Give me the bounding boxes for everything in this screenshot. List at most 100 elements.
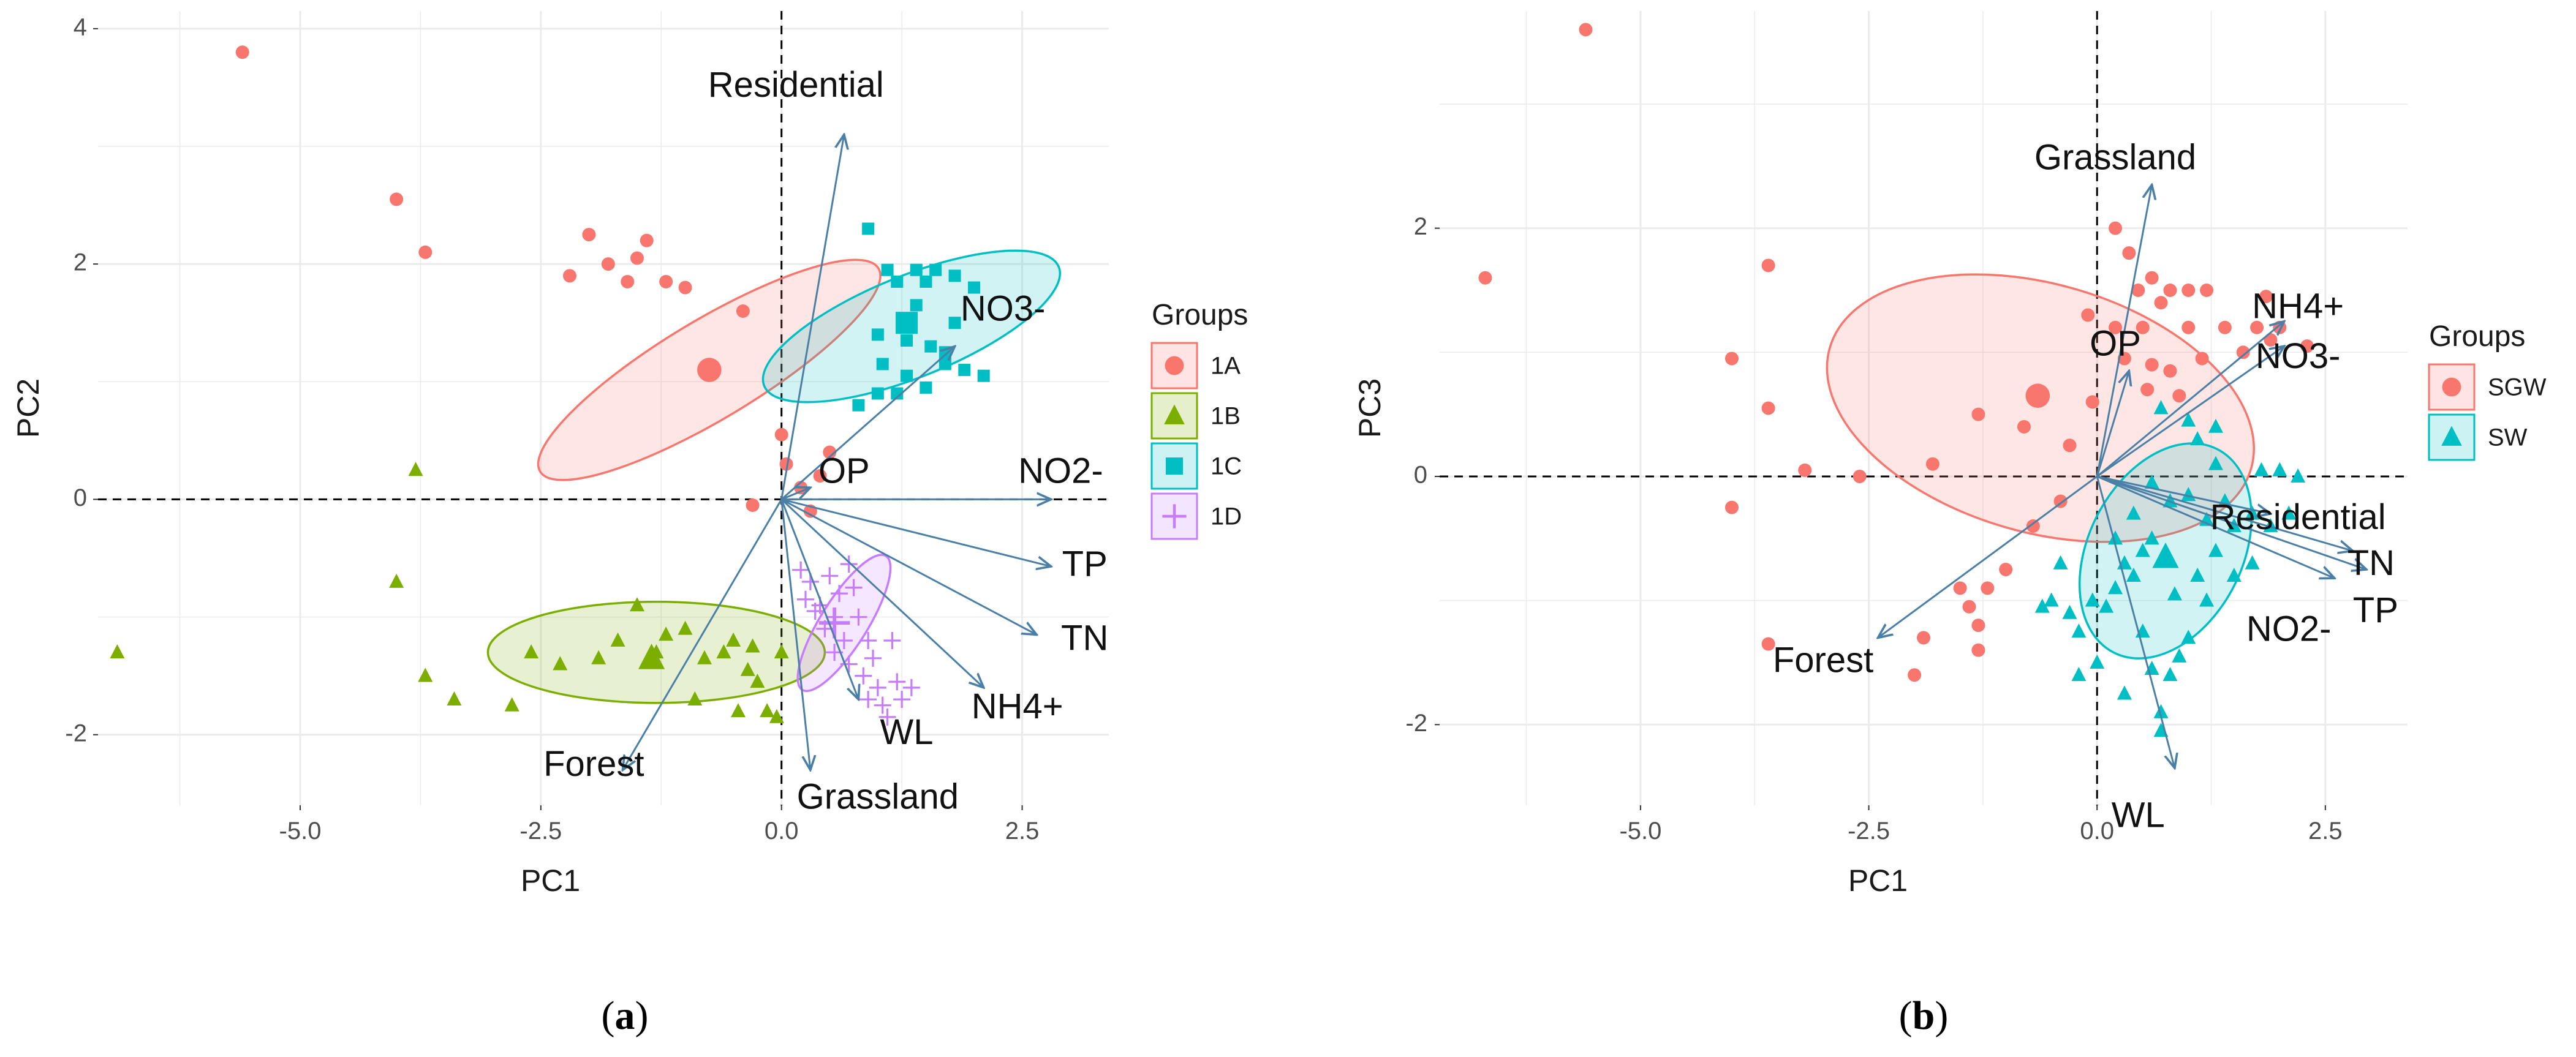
- loading-arrow-wl: [2096, 476, 2175, 768]
- data-point-1D: [792, 561, 810, 579]
- data-point-SW: [2208, 456, 2223, 470]
- data-point-1D: [855, 667, 872, 685]
- data-point-1B: [774, 644, 789, 659]
- data-point-SW: [2062, 604, 2077, 619]
- panel-b-y-axis-title: PC3: [1353, 378, 1387, 438]
- data-point-1B: [408, 462, 423, 476]
- data-point-SGW: [2154, 296, 2168, 310]
- data-point-1D: [883, 631, 901, 649]
- x-tick-label: -2.5: [1848, 818, 1890, 844]
- legend-label-SGW: SGW: [2488, 374, 2547, 401]
- data-point-SGW: [1761, 401, 1775, 415]
- loading-label-residential: Residential: [708, 65, 884, 105]
- data-point-1C: [891, 387, 904, 400]
- panel-b-group-centroids: [2025, 383, 2179, 568]
- data-point-SW: [2162, 667, 2178, 682]
- legend-label-1C: 1C: [1211, 453, 1242, 480]
- data-point-SW: [2108, 580, 2123, 595]
- data-point-SGW: [2017, 419, 2031, 434]
- loading-arrow-no3: [780, 347, 955, 500]
- data-point-1D: [840, 555, 858, 573]
- data-point-SGW: [2300, 339, 2314, 353]
- panel-b-gridlines: [1440, 11, 2408, 805]
- loading-label-grassland: Grassland: [2034, 138, 2196, 178]
- data-point-1B: [447, 691, 462, 705]
- x-tick-label: -2.5: [519, 818, 562, 844]
- data-point-SGW: [2181, 320, 2196, 334]
- data-point-1B: [524, 644, 539, 659]
- data-point-1A: [779, 457, 793, 471]
- y-tick-label: -2: [65, 720, 87, 747]
- panel-b-legend: Groups SGW SW: [2428, 320, 2547, 461]
- data-point-1C: [977, 369, 990, 382]
- loading-label-no3: NO3-: [961, 288, 1046, 328]
- data-point-SW: [2108, 530, 2123, 545]
- data-point-SW: [2181, 412, 2196, 427]
- loading-label-tn: TN: [1061, 618, 1108, 658]
- data-point-1C: [929, 263, 942, 276]
- data-point-SW: [2272, 462, 2287, 476]
- y-tick-label: 4: [74, 13, 87, 40]
- data-point-SGW: [2109, 221, 2123, 235]
- data-point-SGW: [2181, 283, 2196, 297]
- data-point-SW: [2226, 567, 2242, 582]
- loading-label-op: OP: [818, 451, 870, 491]
- panel-b-x-axis-ticks: -5.0 -2.5 0.0 2.5: [1619, 805, 2343, 844]
- data-point-1D: [893, 691, 911, 709]
- data-point-1B: [630, 597, 644, 612]
- data-point-SW: [2126, 505, 2141, 520]
- data-point-1B: [740, 661, 755, 676]
- data-point-1B: [750, 674, 765, 688]
- data-point-SGW: [1761, 258, 1775, 273]
- legend-label-1B: 1B: [1211, 403, 1241, 430]
- x-tick-label: 0.0: [2080, 818, 2114, 844]
- data-point-1D: [850, 608, 867, 626]
- data-point-SGW: [1579, 23, 1593, 37]
- data-point-SGW: [1971, 619, 1985, 633]
- x-tick-label: 2.5: [2308, 818, 2343, 844]
- legend-marker-1B: [1164, 404, 1185, 424]
- loading-arrow-no3: [2096, 346, 2284, 478]
- data-point-SW: [2126, 567, 2141, 582]
- data-point-1C: [871, 387, 884, 400]
- data-point-SGW: [2085, 395, 2099, 409]
- data-point-SW: [2144, 530, 2159, 545]
- data-point-SGW: [2131, 283, 2145, 297]
- centroid-1A: [697, 358, 722, 382]
- loading-arrow-tn: [781, 498, 1037, 634]
- data-point-SGW: [2163, 283, 2177, 297]
- panel-b-y-axis-ticks: -2 0 2: [1405, 213, 1440, 737]
- data-point-SW: [2199, 592, 2215, 607]
- panel-a-group-centroids: [638, 312, 918, 669]
- data-point-SGW: [2250, 320, 2264, 334]
- data-point-1B: [418, 668, 433, 682]
- data-point-1C: [901, 334, 913, 347]
- loading-arrow-tp: [2096, 475, 2366, 570]
- panel-a-legend: Groups 1A 1B 1C 1D: [1150, 299, 1248, 540]
- data-point-SGW: [1724, 500, 1739, 514]
- loading-arrow-no2: [2096, 475, 2335, 578]
- loading-label-no3: NO3-: [2256, 336, 2341, 376]
- data-point-1A: [746, 498, 760, 513]
- data-point-1C: [891, 275, 904, 288]
- data-point-1A: [601, 257, 615, 271]
- data-point-1D: [806, 602, 824, 620]
- data-point-1A: [582, 228, 596, 242]
- data-point-SW: [2172, 648, 2187, 663]
- legend-label-1A: 1A: [1211, 353, 1241, 380]
- panel-b-legend-title: Groups: [2429, 320, 2525, 353]
- data-point-SGW: [1761, 637, 1775, 651]
- loading-arrow-grassland: [2096, 185, 2151, 477]
- data-point-1D: [888, 673, 906, 691]
- data-point-SGW: [2218, 320, 2232, 334]
- x-tick-label: -5.0: [1619, 818, 1661, 844]
- loading-label-residential: Residential: [2210, 497, 2386, 537]
- panel-b-reference-lines: [1440, 11, 2408, 805]
- data-point-SGW: [2122, 246, 2136, 260]
- loading-label-forest: Forest: [543, 744, 644, 784]
- data-point-SW: [2117, 685, 2132, 700]
- data-point-SGW: [1798, 463, 1812, 477]
- data-point-1D: [902, 679, 920, 696]
- data-point-1D: [797, 590, 814, 608]
